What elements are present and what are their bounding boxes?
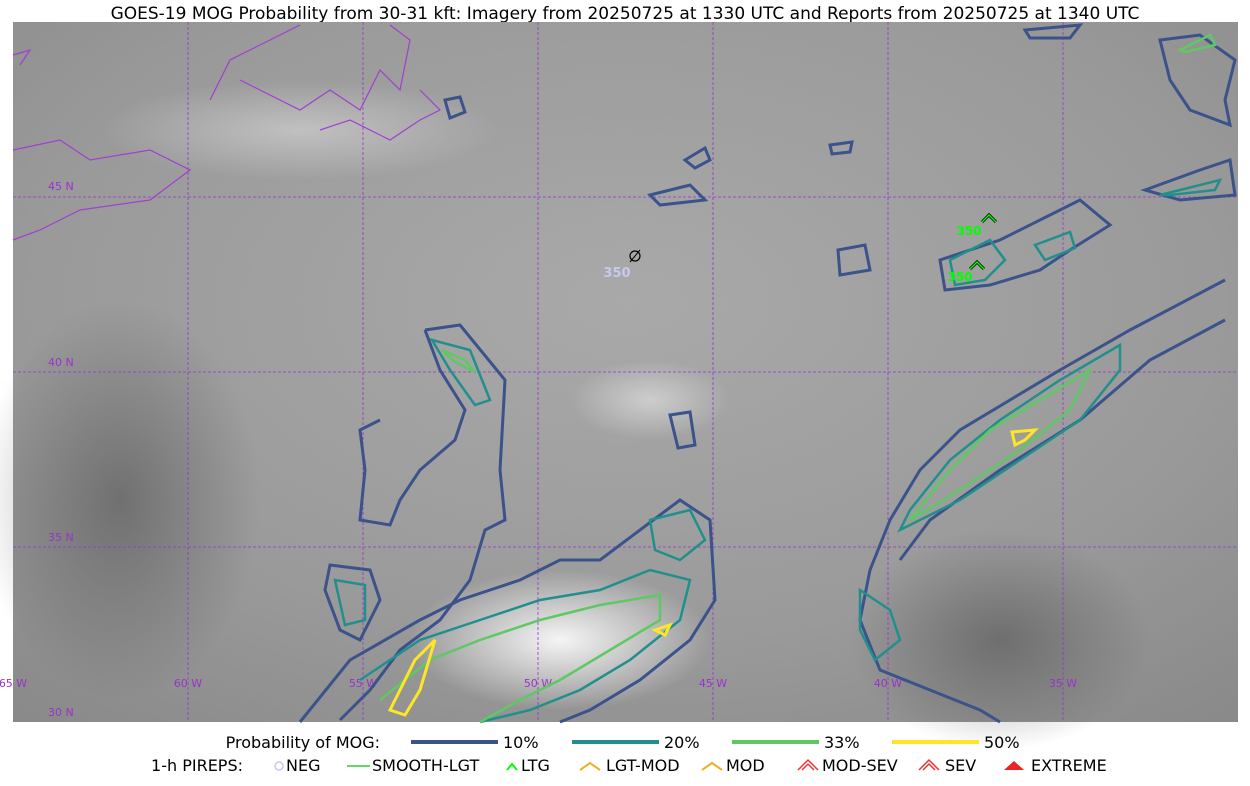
legend-label: SEV (945, 756, 976, 775)
legend: Probability of MOG: 10% 20% 33% 50% 1-h … (151, 733, 1107, 775)
lat-label: 30 N (48, 706, 74, 719)
ltg-symbol (969, 260, 985, 270)
legend-symbol (1004, 761, 1024, 770)
legend-label: LGT-MOD (606, 756, 680, 775)
pireps: 350 350 350 (603, 212, 998, 284)
lon-label: 60 W (174, 677, 202, 690)
lat-label: 35 N (48, 531, 74, 544)
cloud (410, 570, 710, 710)
contours (298, 23, 1237, 724)
cloud (100, 80, 500, 180)
pirep-altitude: 350 (603, 266, 630, 281)
legend-title: Probability of MOG: (226, 733, 380, 752)
title: GOES-19 MOG Probability from 30-31 kft: … (111, 4, 1140, 24)
legend-symbol (918, 758, 940, 771)
legend-label: SMOOTH-LGT (372, 756, 479, 775)
legend-symbol (274, 761, 284, 771)
legend-symbol (701, 761, 723, 771)
neg-symbol (629, 249, 641, 263)
legend-symbol (797, 758, 819, 771)
lon-label: 35 W (1049, 677, 1077, 690)
legend-label: 10% (503, 733, 539, 752)
pirep-altitude: 350 (956, 224, 981, 238)
legend-label: EXTREME (1031, 756, 1107, 775)
dry-region (0, 300, 260, 700)
neg-symbol (629, 250, 641, 262)
legend-symbol (506, 762, 518, 771)
lat-label: 45 N (48, 180, 74, 193)
lon-label: 45 W (699, 677, 727, 690)
lon-label: 40 W (874, 677, 902, 690)
legend-label: 33% (824, 733, 860, 752)
ltg-symbol (981, 213, 997, 223)
pirep-altitude: 350 (947, 270, 972, 284)
dry-region (850, 530, 1150, 750)
lon-label: 55 W (349, 677, 377, 690)
legend-label: 50% (984, 733, 1020, 752)
legend-label: MOD-SEV (822, 756, 898, 775)
legend-label: 20% (664, 733, 700, 752)
map: 45 N 40 N 35 N 30 N 65 W 60 W 55 W 50 W … (0, 22, 1238, 750)
lat-lon-grid (13, 22, 1238, 722)
lat-label: 40 N (48, 356, 74, 369)
lon-label: 50 W (524, 677, 552, 690)
legend-symbol (579, 761, 601, 771)
legend-label: LTG (521, 756, 550, 775)
legend-label: MOD (726, 756, 765, 775)
legend-title: 1-h PIREPS: (151, 756, 243, 775)
lon-label: 65 W (0, 677, 27, 690)
legend-label: NEG (286, 756, 320, 775)
coastline (12, 24, 442, 241)
